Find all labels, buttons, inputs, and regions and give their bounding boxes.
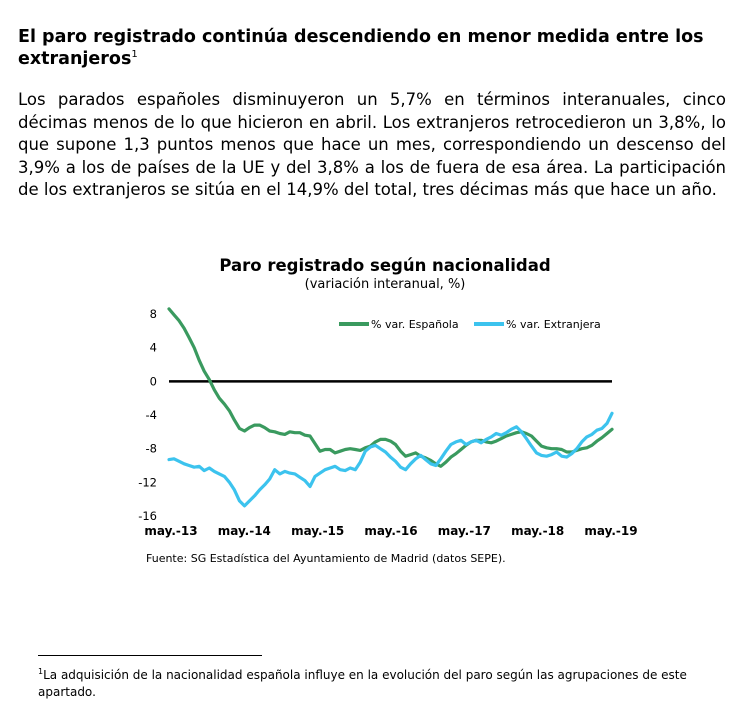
legend-label: % var. Española xyxy=(371,318,459,331)
y-tick-label: -4 xyxy=(146,408,157,422)
chart-subtitle: (variación interanual, %) xyxy=(304,277,466,292)
footnote-divider xyxy=(38,655,262,656)
y-tick-label: -8 xyxy=(146,442,157,456)
y-tick-label: 0 xyxy=(150,374,157,388)
y-tick-label: -12 xyxy=(138,475,157,489)
legend-label: % var. Extranjera xyxy=(506,318,601,331)
body-paragraph: Los parados españoles disminuyeron un 5,… xyxy=(18,90,726,199)
footnote-ref: 1 xyxy=(131,49,138,61)
y-tick-label: 8 xyxy=(150,307,157,321)
x-tick-label: may.-18 xyxy=(511,524,564,538)
chart-title: Paro registrado según nacionalidad xyxy=(219,256,551,275)
series-lines xyxy=(167,307,614,508)
x-tick-label: may.-16 xyxy=(364,524,417,538)
chart-legend: % var. Española % var. Extranjera xyxy=(339,318,601,331)
footnote: 1La adquisición de la nacionalidad españ… xyxy=(38,667,728,701)
x-tick-label: may.-13 xyxy=(144,524,197,538)
x-tick-label: may.-15 xyxy=(291,524,344,538)
section-heading: El paro registrado continúa descendiendo… xyxy=(18,26,728,70)
footnote-marker: 1 xyxy=(38,667,44,676)
chart-source: Fuente: SG Estadística del Ayuntamiento … xyxy=(146,552,506,565)
footnote-text: La adquisición de la nacionalidad españo… xyxy=(38,668,687,699)
x-tick-label: may.-14 xyxy=(218,524,271,538)
y-tick-label: 4 xyxy=(150,341,157,355)
series-line-espanola xyxy=(167,307,614,468)
x-axis-ticks: may.-13 may.-14 may.-15 may.-16 may.-17 may.-… xyxy=(144,524,637,538)
x-tick-label: may.-19 xyxy=(584,524,637,538)
y-axis-ticks: 8 4 0 -4 -8 -12 -16 xyxy=(138,307,157,523)
series-line-extranjera xyxy=(167,411,614,508)
y-tick-label: -16 xyxy=(138,509,157,523)
heading-text: El paro registrado continúa descendiendo… xyxy=(18,27,704,69)
x-tick-label: may.-17 xyxy=(438,524,491,538)
